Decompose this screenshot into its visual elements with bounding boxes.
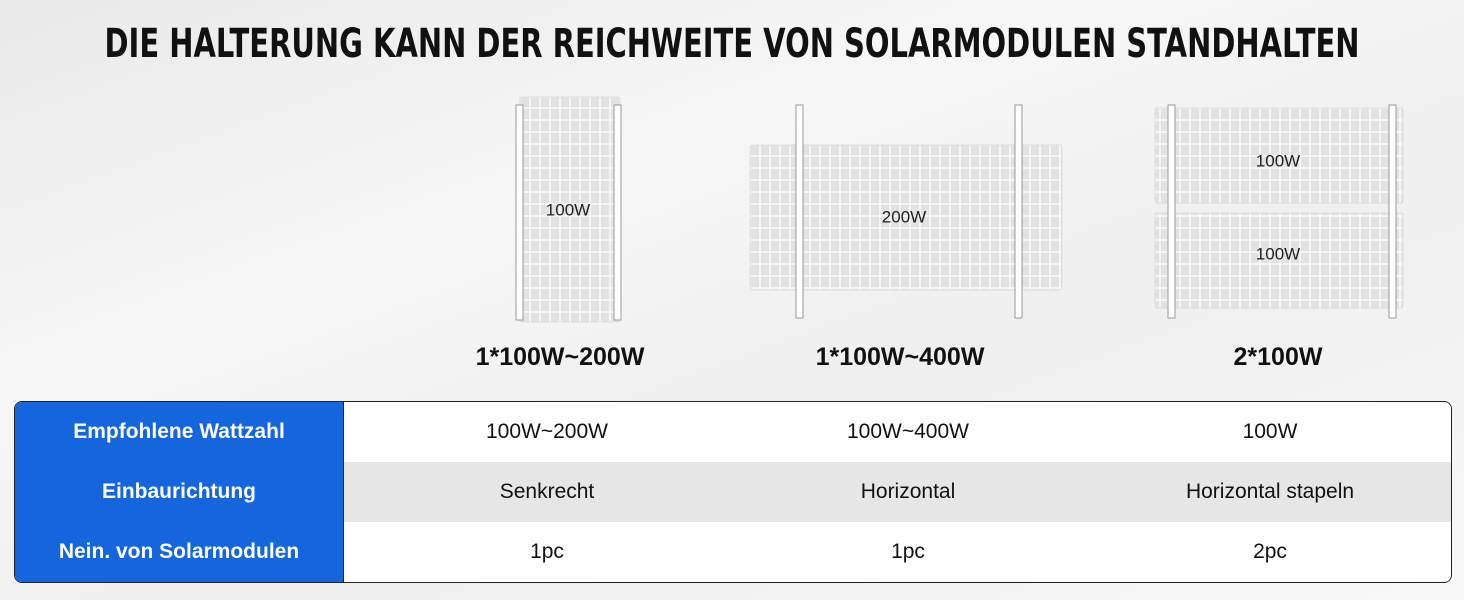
row-header: Einbaurichtung [15, 462, 344, 523]
title: DIE HALTERUNG KANN DER REICHWEITE VON SO… [105, 21, 1360, 67]
solar-panel [749, 144, 1063, 291]
solar-panel [1154, 212, 1404, 309]
mount-rail [515, 104, 524, 321]
table-cell: 100W~400W [847, 420, 969, 443]
table-row: Einbaurichtung Senkrecht Horizontal Horizon… [15, 462, 1451, 523]
table-row: Nein. von Solarmodulen 1pc 1pc 2pc [15, 522, 1451, 582]
table-cell: Horizontal stapeln [1185, 480, 1355, 503]
solar-panel [1154, 107, 1404, 204]
illustration: DIE HALTERUNG KANN DER REICHWEITE VON SO… [105, 21, 1404, 323]
table-cell: 100W~200W [486, 420, 608, 443]
caption: 1*100W~200W [475, 343, 645, 371]
mount-rail [613, 104, 622, 321]
mount-rail [795, 104, 804, 319]
mount-rail [1014, 104, 1023, 319]
panel-label: 200W [882, 207, 926, 226]
mount-rail [1167, 104, 1176, 319]
spec-table: Empfohlene Wattzahl 100W~200W 100W~400W 100… [14, 401, 1452, 583]
table-cell: 1pc [891, 540, 925, 563]
table-row: Empfohlene Wattzahl 100W~200W 100W~400W 100… [15, 402, 1451, 463]
table-cell: Senkrecht [499, 480, 595, 503]
table-cell: Horizontal [860, 480, 956, 503]
panel-label: 100W [1256, 244, 1300, 263]
table-cell: 2pc [1253, 540, 1287, 563]
row-header: Empfohlene Wattzahl [15, 402, 344, 463]
mount-rail [1388, 104, 1397, 319]
row-header: Nein. von Solarmodulen [15, 522, 344, 582]
panel-label: 100W [1256, 151, 1300, 170]
table-cell: 1pc [530, 540, 564, 563]
caption: 2*100W [1233, 343, 1323, 371]
caption: 1*100W~400W [815, 343, 985, 371]
table-cell: 100W [1242, 420, 1298, 443]
panel-label: 100W [546, 200, 590, 219]
